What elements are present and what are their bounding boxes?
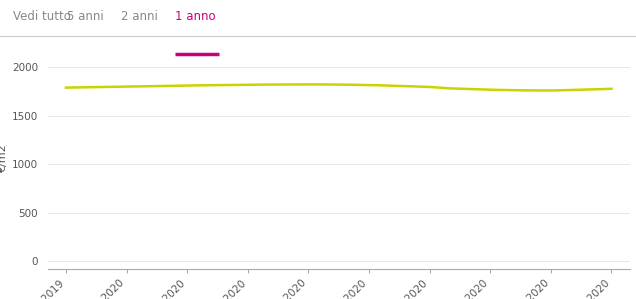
Text: 2 anni: 2 anni	[121, 10, 158, 23]
Text: Vedi tutto: Vedi tutto	[13, 10, 71, 23]
Text: 1 anno: 1 anno	[175, 10, 216, 23]
Text: 5 anni: 5 anni	[67, 10, 104, 23]
Y-axis label: €/m2: €/m2	[0, 144, 8, 173]
